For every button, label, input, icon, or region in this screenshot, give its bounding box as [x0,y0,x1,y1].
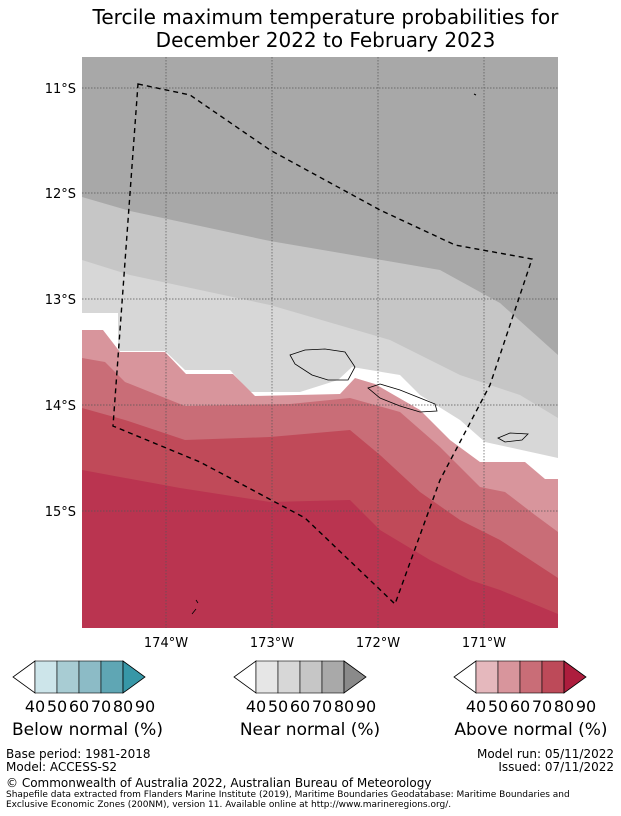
graticule [82,57,558,628]
map-area [82,57,558,628]
below-normal-extend-high [122,660,146,694]
lat-label-15s: 15°S [45,505,76,520]
colorbars: 40 50 60 70 80 90 40 50 60 70 80 90 40 50 60 70 80 90 [12,660,596,716]
small-island-north [473,93,477,96]
lon-label-172w: 172°W [356,636,400,651]
near-normal-tick-70: 70 [312,697,332,716]
near-normal-tick-90: 90 [356,697,376,716]
above-normal-extend-low [453,660,477,694]
below-normal-tick-50: 50 [47,697,67,716]
small-island-south [191,599,199,615]
near-normal-extend-low [233,660,257,694]
above-normal-tick-90: 90 [576,697,596,716]
above-normal-tick-60: 60 [510,697,530,716]
above-normal-swatch-4 [541,660,565,694]
near-normal-swatch-1 [255,660,279,694]
near-normal-tick-50: 50 [268,697,288,716]
title-line-1: Tercile maximum temperature probabilitie… [92,5,559,29]
shapefile-credit-line-2: Exclusive Economic Zones (200NM), versio… [6,800,452,810]
copyright: © Commonwealth of Australia 2022, Austra… [6,776,432,790]
lon-label-171w: 171°W [462,636,506,651]
below-normal-extend-low [12,660,36,694]
near-normal-extend-high [343,660,367,694]
below-normal-swatch-2 [56,660,80,694]
below-normal-label: Below normal (%) [12,720,163,740]
near-normal-tick-40: 40 [246,697,266,716]
near-normal-tick-80: 80 [334,697,354,716]
below-normal-tick-80: 80 [113,697,133,716]
model-run: Model run: 05/11/2022 [476,747,614,761]
shapefile-credit-line-1: Shapefile data extracted from Flanders M… [6,790,570,800]
issued-date: Issued: 07/11/2022 [498,760,614,774]
near-normal-label: Near normal (%) [239,720,381,740]
upolu-island-outline [367,383,438,413]
below-normal-swatch-1 [34,660,58,694]
below-normal-swatch-3 [78,660,102,694]
below-normal-tick-90: 90 [135,697,155,716]
above-normal-swatch-3 [519,660,543,694]
above-normal-tick-50: 50 [488,697,508,716]
lat-label-12s: 12°S [45,187,76,202]
below-normal-tick-60: 60 [69,697,89,716]
lat-labels: 11°S 12°S 13°S 14°S 15°S [45,82,76,520]
tutuila-island-outline [497,432,529,443]
near-normal-swatch-4 [321,660,345,694]
above-normal-tick-70: 70 [532,697,552,716]
eez-boundary [112,83,533,606]
base-period: Base period: 1981-2018 [6,747,151,761]
lon-labels: 174°W 173°W 172°W 171°W [144,636,506,651]
model-name: Model: ACCESS-S2 [6,760,118,774]
above-normal-80-band [82,470,558,628]
above-normal-tick-40: 40 [466,697,486,716]
below-normal-tick-70: 70 [91,697,111,716]
above-normal-extend-high [563,660,587,694]
lat-label-11s: 11°S [45,82,76,97]
near-normal-swatch-3 [299,660,323,694]
below-normal-tick-40: 40 [25,697,45,716]
lat-label-14s: 14°S [45,399,76,414]
lat-label-13s: 13°S [45,293,76,308]
above-normal-swatch-2 [497,660,521,694]
near-normal-swatch-2 [277,660,301,694]
near-normal-tick-60: 60 [290,697,310,716]
below-normal-swatch-4 [100,660,124,694]
lon-label-173w: 173°W [250,636,294,651]
above-normal-label: Above normal (%) [454,720,608,740]
map-title: Tercile maximum temperature probabilitie… [0,6,621,52]
savaii-island-outline [289,348,356,381]
lon-label-174w: 174°W [144,636,188,651]
title-line-2: December 2022 to February 2023 [155,28,496,52]
above-normal-swatch-1 [475,660,499,694]
above-normal-tick-80: 80 [554,697,574,716]
